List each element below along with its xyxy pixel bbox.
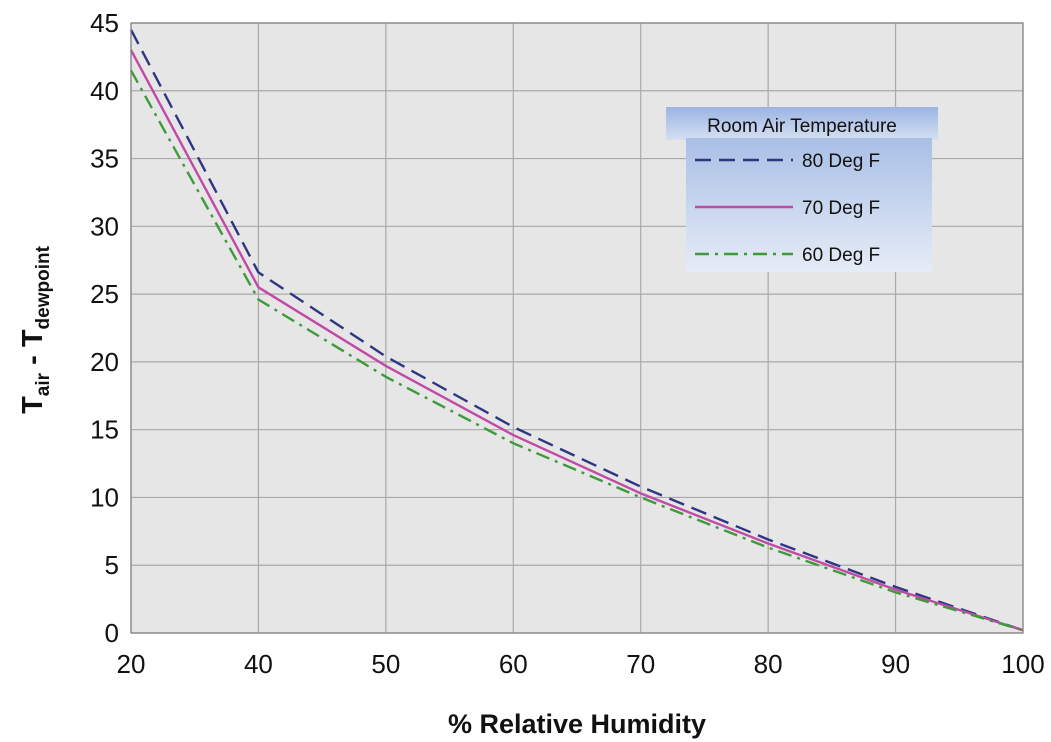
x-axis-ticks: 20 40 50 60 70 80 90 100 — [117, 649, 1045, 679]
y-tick-label: 30 — [90, 211, 119, 241]
y-tick-label: 10 — [90, 482, 119, 512]
y-axis-title-main: T — [17, 396, 49, 414]
y-axis-title-sub-dewpoint: dewpoint — [33, 245, 54, 329]
x-tick-label: 100 — [1001, 649, 1044, 679]
legend: Room Air Temperature 80 Deg F 70 Deg F 60 … — [666, 107, 938, 272]
x-tick-label: 60 — [499, 649, 528, 679]
x-tick-label: 50 — [371, 649, 400, 679]
legend-label: 60 Deg F — [802, 245, 880, 266]
y-tick-label: 15 — [90, 415, 119, 445]
y-axis-title-separator: - T — [17, 329, 49, 373]
y-tick-label: 35 — [90, 144, 119, 174]
y-tick-label: 20 — [90, 347, 119, 377]
y-axis-title-sub-air: air — [33, 372, 54, 396]
y-axis-ticks: 0 5 10 15 20 25 30 35 40 45 — [90, 8, 119, 648]
series-group — [129, 29, 1024, 632]
y-tick-label: 25 — [90, 279, 119, 309]
series-line-80-deg-f — [129, 29, 1024, 632]
x-axis-title: % Relative Humidity — [448, 709, 706, 739]
legend-label: 80 Deg F — [802, 151, 880, 172]
legend-title: Room Air Temperature — [707, 116, 897, 137]
y-axis-title: Tair - Tdewpoint — [17, 245, 54, 414]
legend-label: 70 Deg F — [802, 198, 880, 219]
y-tick-label: 40 — [90, 76, 119, 106]
legend-item: 70 Deg F — [695, 198, 880, 219]
x-tick-label: 20 — [117, 649, 146, 679]
legend-items: 80 Deg F 70 Deg F 60 Deg F — [695, 151, 880, 266]
y-tick-label: 45 — [90, 8, 119, 38]
x-tick-label: 90 — [881, 649, 910, 679]
legend-title-background — [666, 107, 938, 140]
x-tick-label: 70 — [626, 649, 655, 679]
y-tick-label: 5 — [105, 550, 119, 580]
legend-item: 80 Deg F — [695, 151, 880, 172]
y-tick-label: 0 — [105, 618, 119, 648]
plot-frame — [130, 22, 1024, 634]
x-tick-label: 80 — [754, 649, 783, 679]
series-line-70-deg-f — [129, 49, 1024, 632]
x-tick-label: 40 — [244, 649, 273, 679]
legend-item: 60 Deg F — [695, 245, 880, 266]
